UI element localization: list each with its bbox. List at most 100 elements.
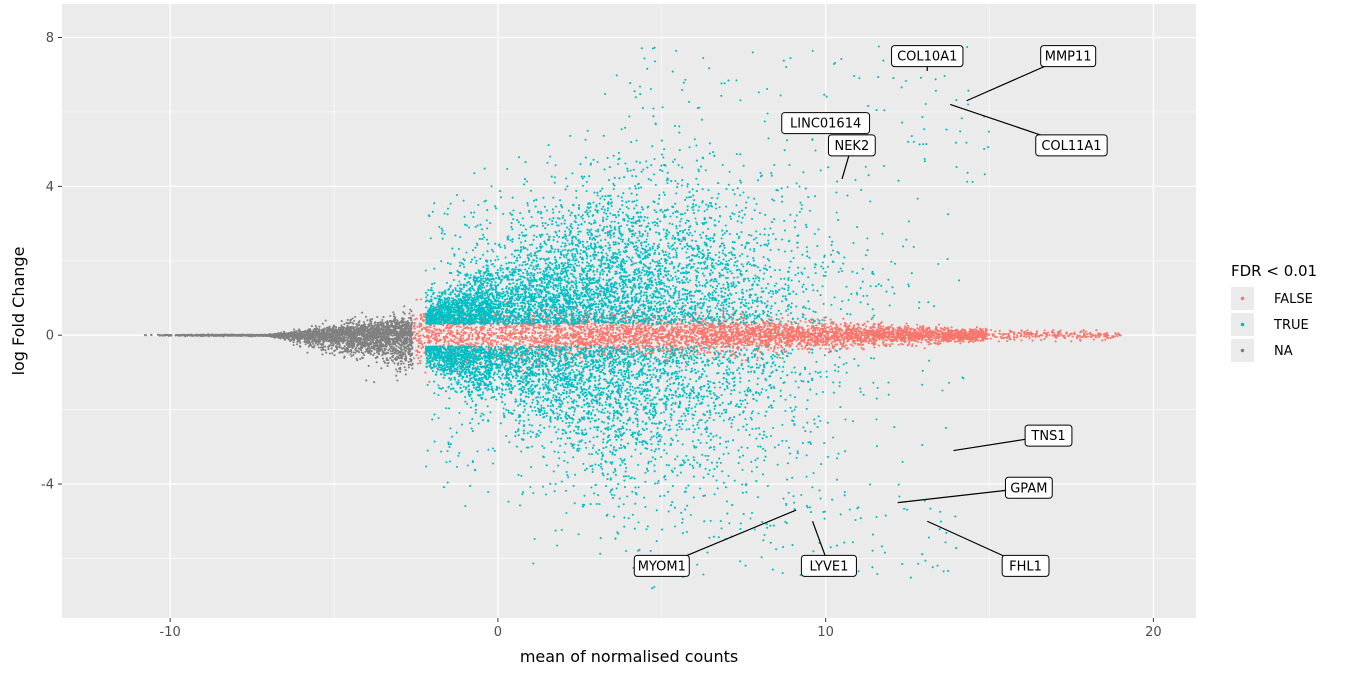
- data-point: [397, 357, 399, 359]
- data-point: [368, 347, 370, 349]
- data-point: [641, 344, 643, 346]
- data-point: [404, 366, 406, 368]
- data-point: [354, 352, 356, 354]
- data-point: [829, 339, 831, 341]
- data-point: [273, 333, 275, 335]
- data-point: [502, 340, 504, 342]
- data-point: [612, 329, 614, 331]
- data-point: [358, 351, 360, 353]
- data-point: [371, 318, 373, 320]
- data-point: [343, 341, 345, 343]
- data-point: [317, 344, 319, 346]
- data-point: [852, 345, 854, 347]
- data-point: [347, 332, 349, 334]
- data-point: [374, 324, 376, 326]
- data-point: [742, 336, 744, 338]
- data-point: [340, 347, 342, 349]
- data-point: [522, 327, 524, 329]
- data-point: [356, 359, 358, 361]
- data-point: [166, 334, 168, 336]
- data-point: [815, 325, 817, 327]
- data-point: [395, 368, 397, 370]
- data-point: [257, 334, 259, 336]
- data-point: [456, 329, 458, 331]
- data-point: [411, 323, 413, 325]
- data-point: [476, 346, 478, 348]
- data-point: [416, 326, 418, 328]
- data-point: [400, 348, 402, 350]
- data-point: [599, 316, 601, 318]
- data-point: [411, 345, 413, 347]
- data-point: [332, 341, 334, 343]
- data-point: [732, 340, 734, 342]
- data-point: [333, 325, 335, 327]
- data-point: [401, 360, 403, 362]
- data-point: [283, 335, 285, 337]
- data-point: [352, 347, 354, 349]
- data-point: [387, 359, 389, 361]
- data-point: [393, 347, 395, 349]
- data-point: [377, 336, 379, 338]
- data-point: [360, 333, 362, 335]
- data-point: [598, 344, 600, 346]
- data-point: [211, 334, 213, 336]
- data-point: [333, 350, 335, 352]
- data-point: [400, 357, 402, 359]
- data-point: [335, 331, 337, 333]
- data-point: [532, 340, 534, 342]
- data-point: [407, 351, 409, 353]
- data-point: [843, 340, 845, 342]
- data-point: [392, 341, 394, 343]
- data-point: [365, 340, 367, 342]
- data-point: [741, 344, 743, 346]
- data-point: [384, 350, 386, 352]
- data-point: [326, 327, 328, 329]
- data-point: [177, 334, 179, 336]
- data-point: [408, 353, 410, 355]
- data-point: [341, 320, 343, 322]
- data-point: [322, 323, 324, 325]
- data-point: [1104, 339, 1106, 341]
- data-point: [374, 346, 376, 348]
- data-point: [411, 341, 413, 343]
- data-point: [346, 328, 348, 330]
- data-point: [265, 334, 267, 336]
- data-point: [369, 335, 371, 337]
- data-point: [380, 335, 382, 337]
- data-point: [346, 342, 348, 344]
- data-point: [547, 344, 549, 346]
- data-point: [391, 359, 393, 361]
- data-point: [318, 333, 320, 335]
- data-point: [410, 310, 412, 312]
- data-point: [362, 332, 364, 334]
- data-point: [385, 343, 387, 345]
- data-point: [408, 361, 410, 363]
- data-point: [761, 345, 763, 347]
- data-point: [410, 327, 412, 329]
- data-point: [240, 334, 242, 336]
- data-point: [382, 351, 384, 353]
- data-point: [292, 336, 294, 338]
- data-point: [315, 342, 317, 344]
- data-point: [194, 335, 196, 337]
- plot-panel-background: [62, 4, 1196, 618]
- data-point: [727, 334, 729, 336]
- data-point: [416, 299, 418, 301]
- data-point: [303, 335, 305, 337]
- data-point: [377, 333, 379, 335]
- data-point: [358, 341, 360, 343]
- data-point: [642, 347, 644, 349]
- data-point: [741, 359, 743, 361]
- data-point: [356, 331, 358, 333]
- data-point: [340, 324, 342, 326]
- data-point: [404, 351, 406, 353]
- data-point: [381, 319, 383, 321]
- data-point: [408, 313, 410, 315]
- data-point: [404, 357, 406, 359]
- data-point: [373, 352, 375, 354]
- data-point: [1110, 337, 1112, 339]
- data-point: [419, 335, 421, 337]
- data-point: [357, 339, 359, 341]
- data-point: [375, 340, 377, 342]
- data-point: [332, 328, 334, 330]
